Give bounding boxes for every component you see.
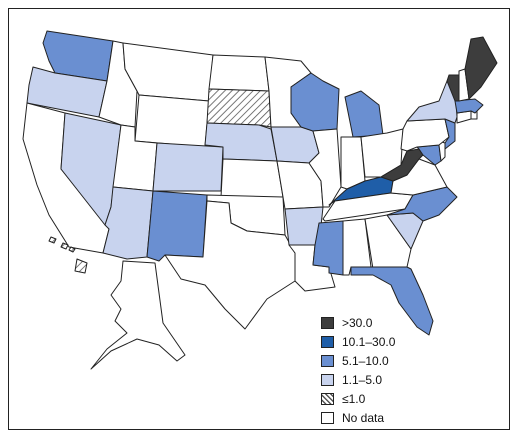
state-colorado — [152, 142, 224, 192]
legend-item-5-10: 5.1–10.0 — [321, 351, 395, 370]
legend-label: 1.1–5.0 — [342, 372, 383, 387]
state-north-dakota — [208, 54, 270, 92]
legend-item-1-5: 1.1–5.0 — [321, 370, 395, 389]
state-south-dakota — [206, 88, 272, 128]
legend-swatch-10-30 — [321, 335, 334, 348]
state-georgia — [364, 214, 412, 270]
legend-swatch-nodata — [321, 411, 334, 424]
state-maine — [464, 36, 498, 100]
state-kansas — [220, 158, 284, 198]
state-west-virginia — [380, 148, 424, 182]
legend-label: ≤1.0 — [342, 391, 366, 406]
state-vermont — [446, 74, 460, 102]
us-choropleth-map — [22, 30, 498, 370]
legend-item-10-30: 10.1–30.0 — [321, 332, 395, 351]
state-michigan — [344, 90, 384, 138]
state-wisconsin — [290, 72, 340, 132]
state-florida — [350, 266, 434, 336]
state-illinois — [308, 128, 342, 208]
legend-item-gt30: >30.0 — [321, 313, 395, 332]
state-alaska — [90, 260, 186, 370]
legend-item-nodata: No data — [321, 408, 395, 427]
map-legend: >30.0 10.1–30.0 5.1–10.0 1.1–5.0 ≤1.0 No… — [321, 313, 395, 427]
legend-swatch-le1 — [321, 392, 334, 405]
legend-item-le1: ≤1.0 — [321, 389, 395, 408]
state-iowa — [270, 126, 320, 164]
state-hawaii — [48, 236, 88, 274]
legend-label: >30.0 — [342, 315, 373, 330]
state-texas — [164, 200, 296, 330]
legend-swatch-1-5 — [321, 373, 334, 386]
legend-swatch-gt30 — [321, 316, 334, 329]
state-wyoming — [134, 94, 210, 148]
state-new-mexico — [146, 190, 208, 262]
legend-label: 10.1–30.0 — [342, 334, 396, 349]
state-massachusetts — [454, 98, 484, 114]
map-figure-frame: >30.0 10.1–30.0 5.1–10.0 1.1–5.0 ≤1.0 No… — [8, 8, 510, 430]
legend-label: 5.1–10.0 — [342, 353, 389, 368]
legend-swatch-5-10 — [321, 354, 334, 367]
legend-label: No data — [342, 410, 385, 425]
